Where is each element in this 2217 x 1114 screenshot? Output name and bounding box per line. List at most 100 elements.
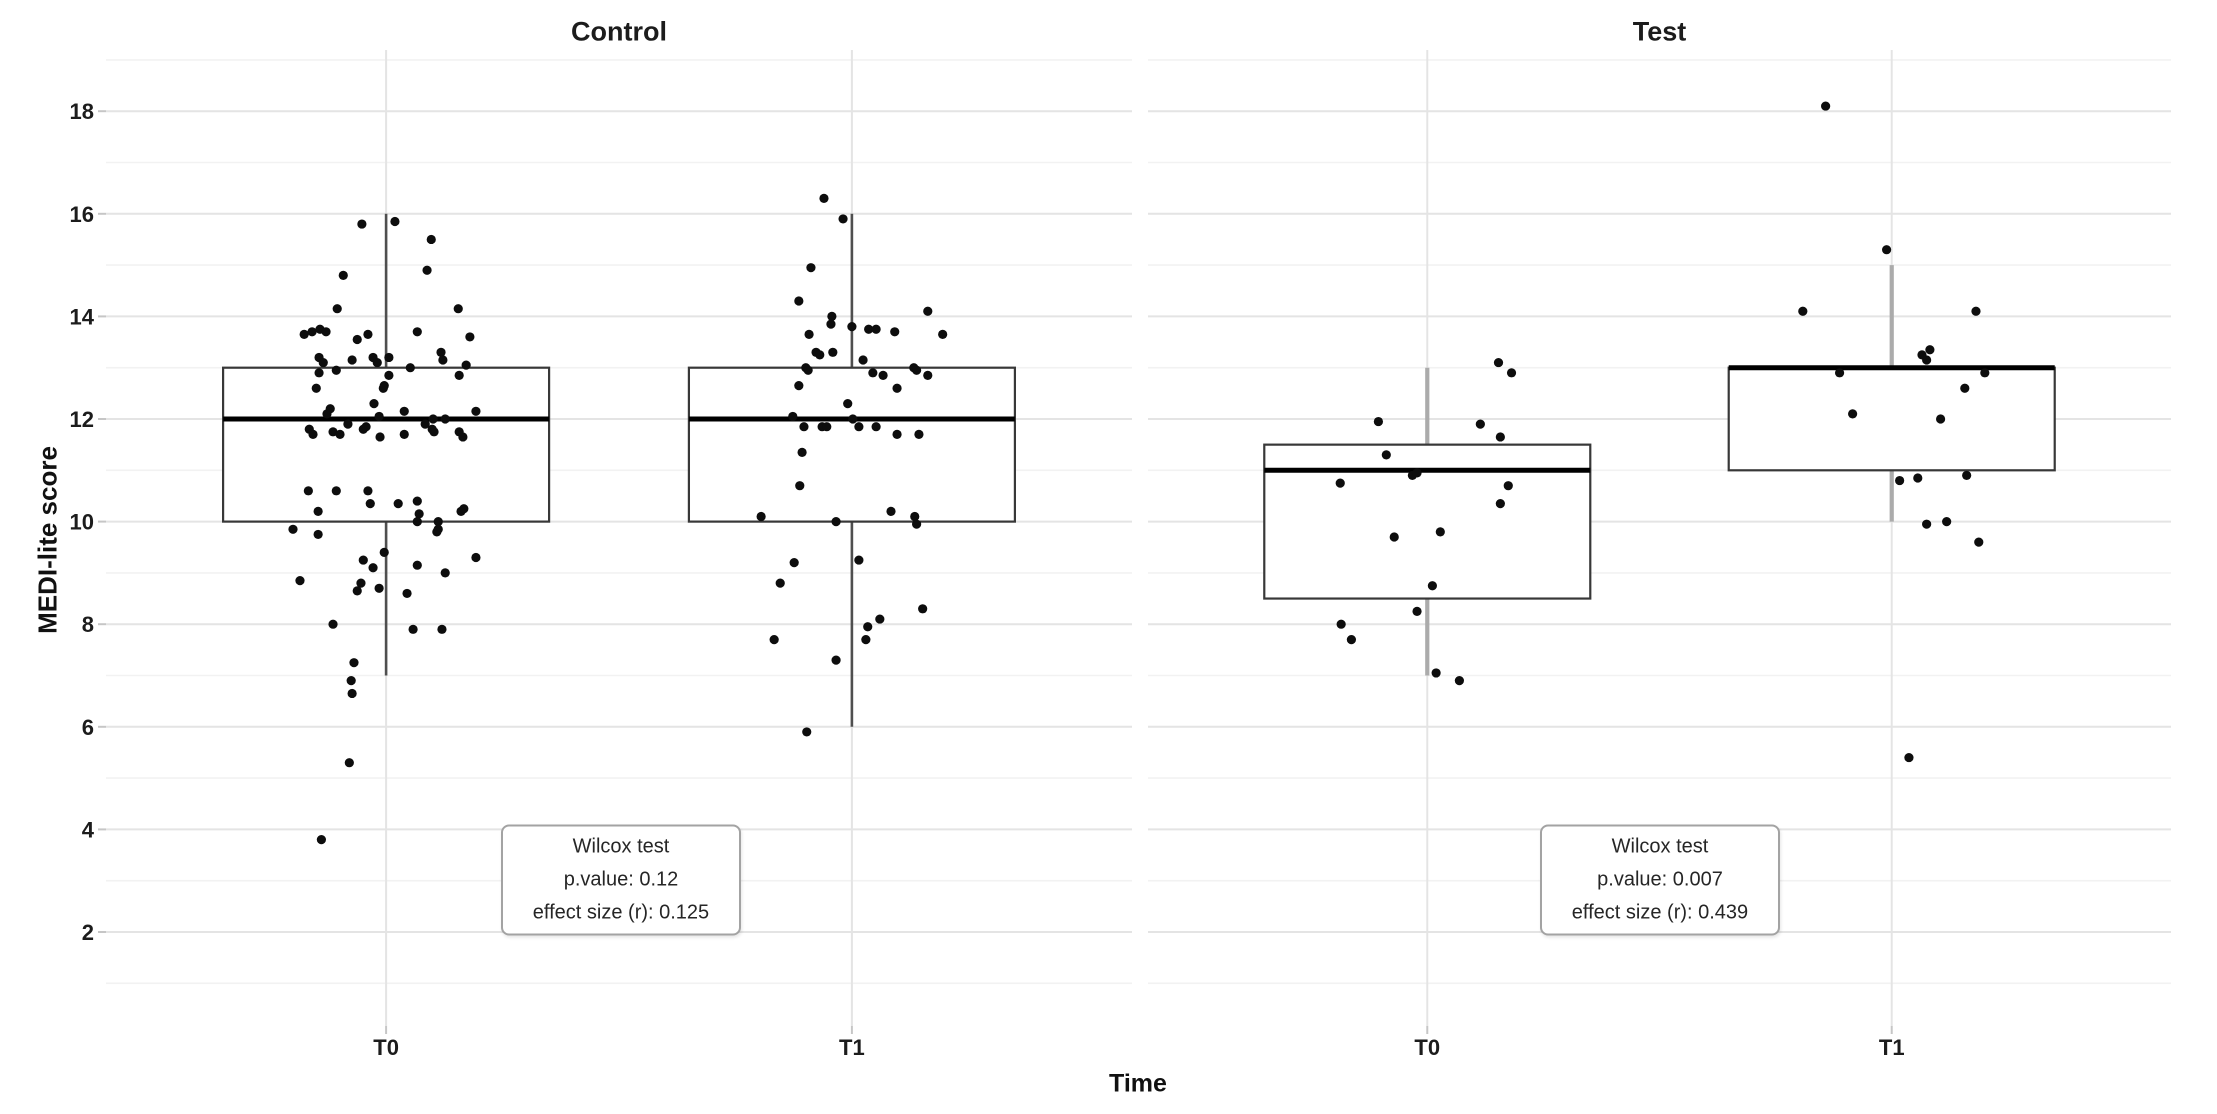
data-point [437, 624, 447, 634]
data-point [1925, 345, 1935, 355]
data-point [412, 496, 422, 506]
data-point [412, 327, 422, 337]
data-point [802, 727, 812, 737]
data-point [1960, 383, 1970, 393]
data-point [878, 370, 888, 380]
data-point [822, 422, 832, 432]
data-point [288, 524, 298, 534]
data-point [338, 270, 348, 280]
annotation-test-name: Wilcox test [1611, 835, 1709, 858]
data-point [458, 432, 468, 442]
data-point [453, 304, 463, 314]
data-point [1412, 468, 1422, 478]
data-point [325, 404, 335, 414]
data-point [794, 296, 804, 306]
data-point [871, 324, 881, 334]
data-point [420, 419, 430, 429]
data-point [314, 368, 324, 378]
y-tick-label: 4 [82, 817, 95, 842]
facet-title-control: Control [571, 16, 667, 47]
data-point [794, 381, 804, 391]
data-point [938, 329, 948, 339]
data-point [831, 517, 841, 527]
data-point [923, 306, 933, 316]
data-point [1895, 475, 1905, 486]
data-point [1506, 368, 1517, 378]
data-point [912, 365, 922, 375]
data-point [1882, 245, 1892, 255]
data-point [1435, 527, 1445, 537]
x-tick-label: T1 [1879, 1035, 1905, 1060]
data-point [1495, 432, 1505, 442]
data-point [374, 411, 384, 422]
data-point [328, 427, 338, 437]
data-point [799, 422, 809, 432]
data-point [923, 370, 933, 380]
data-point [1913, 473, 1923, 483]
data-point [1980, 368, 1990, 378]
annotation-test-name: Wilcox test [572, 835, 670, 858]
data-point [854, 422, 864, 432]
data-point [308, 429, 318, 439]
data-point [471, 552, 481, 563]
data-point [454, 370, 464, 380]
data-point [405, 363, 415, 373]
facet-title-test: Test [1632, 16, 1687, 47]
data-point [892, 383, 902, 393]
data-point [863, 622, 873, 632]
data-point [918, 604, 928, 614]
data-point [313, 529, 323, 540]
data-point [854, 555, 864, 565]
x-axis-title: Time [1109, 1069, 1167, 1098]
data-point [1942, 517, 1952, 527]
data-point [1922, 355, 1932, 365]
y-tick-label: 8 [82, 612, 94, 637]
data-point [838, 214, 848, 224]
data-point [1922, 519, 1932, 529]
y-tick-label: 6 [82, 715, 94, 740]
data-point [1798, 306, 1808, 316]
data-point [471, 406, 481, 416]
data-point [1346, 634, 1357, 645]
data-point [352, 586, 362, 596]
data-point [375, 432, 385, 442]
data-point [828, 347, 838, 357]
annotation-p-value: p.value: 0.007 [1597, 868, 1723, 891]
data-point [402, 588, 412, 599]
data-point [379, 547, 389, 557]
y-tick-label: 2 [82, 920, 94, 945]
data-point [848, 414, 858, 424]
data-point [311, 383, 321, 393]
y-axis-title: MEDI-lite score [32, 446, 63, 634]
data-point [332, 304, 342, 314]
data-point [372, 357, 382, 368]
data-point [861, 634, 871, 645]
data-point [1935, 414, 1946, 424]
data-point [357, 219, 367, 229]
data-point [440, 414, 450, 424]
data-point [864, 324, 874, 334]
box [687, 366, 1017, 523]
y-tick-label: 12 [70, 407, 94, 432]
data-point [1974, 537, 1984, 547]
data-point [384, 352, 394, 363]
data-point [361, 422, 371, 432]
data-point [356, 578, 366, 588]
data-point [344, 758, 354, 768]
data-point [316, 835, 326, 845]
data-point [769, 634, 779, 645]
data-point [1335, 478, 1345, 488]
data-point [875, 614, 885, 624]
data-point [307, 327, 317, 337]
data-point [438, 355, 448, 365]
data-point [775, 578, 785, 588]
data-point [788, 411, 798, 422]
annotation-p-value: p.value: 0.12 [563, 868, 679, 891]
data-point [1904, 752, 1914, 763]
data-point [826, 319, 836, 329]
data-point [1962, 470, 1972, 481]
data-point [432, 527, 442, 537]
y-tick-label: 10 [70, 510, 94, 535]
data-point [1848, 409, 1858, 419]
